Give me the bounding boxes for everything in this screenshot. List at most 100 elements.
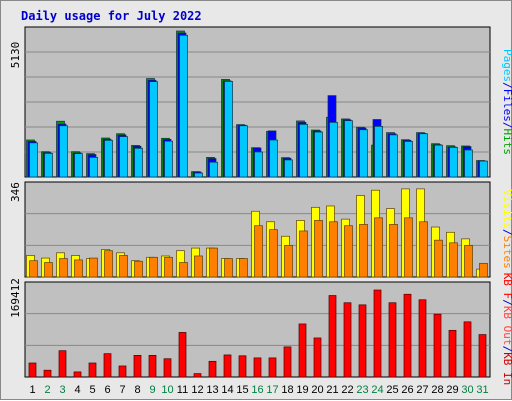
bar-pages-day-6 (104, 139, 113, 178)
bar-sites-day-17 (269, 229, 278, 278)
bar-pages-day-1 (29, 142, 38, 178)
x-tick-label-day-22: 22 (341, 384, 353, 396)
bar-kbf-day-27 (418, 299, 427, 378)
bar-sites-day-13 (209, 247, 218, 278)
x-tick-label-day-5: 5 (89, 384, 95, 396)
bar-kbf-day-28 (433, 313, 442, 378)
bar-sites-day-27 (419, 221, 428, 278)
bar-kbf-day-4 (73, 371, 82, 378)
x-tick-label-day-25: 25 (386, 384, 398, 396)
bar-sites-day-10 (164, 256, 173, 278)
x-tick-label-day-28: 28 (431, 384, 443, 396)
bar-kbf-day-31 (478, 334, 487, 378)
x-tick-label-day-20: 20 (311, 384, 323, 396)
legend-item: KB F (501, 273, 512, 300)
x-tick-label-day-11: 11 (177, 384, 188, 396)
x-tick-label-day-4: 4 (74, 384, 80, 396)
bar-kbf-day-11 (178, 332, 187, 378)
bar-pages-day-9 (149, 81, 158, 178)
bar-kbf-day-25 (388, 302, 397, 378)
legend-item: Pages (501, 49, 512, 82)
x-tick-label-day-13: 13 (206, 384, 218, 396)
bar-pages-day-16 (254, 151, 263, 178)
x-tick-label-day-1: 1 (29, 384, 35, 396)
bar-pages-day-12 (194, 172, 203, 178)
panel-2-ymax-label: 346 (9, 182, 22, 202)
bar-pages-day-14 (224, 81, 233, 178)
bar-sites-day-26 (404, 217, 413, 278)
bar-kbf-day-19 (298, 323, 307, 378)
panel-2-legend: Visits/Sites (501, 189, 512, 269)
x-tick-label-day-17: 17 (266, 384, 278, 396)
x-tick-label-day-24: 24 (371, 384, 383, 396)
bar-pages-day-17 (269, 139, 278, 178)
bar-kbf-day-1 (28, 362, 37, 378)
panel-1-ymax-label: 5130 (9, 42, 22, 69)
legend-item: Hits (501, 129, 512, 156)
x-tick-label-day-29: 29 (446, 384, 458, 396)
legend-item: / (501, 122, 512, 129)
bar-kbf-day-20 (313, 337, 322, 378)
legend-item: / (501, 82, 512, 89)
bar-sites-day-1 (29, 260, 38, 278)
bar-kbf-day-16 (253, 357, 262, 378)
bar-pages-day-15 (239, 125, 248, 178)
bar-pages-day-7 (119, 136, 128, 178)
bar-kbf-day-2 (43, 369, 52, 378)
x-tick-label-day-12: 12 (191, 384, 203, 396)
legend-item: KB In (501, 352, 512, 385)
bar-pages-day-13 (209, 161, 218, 178)
bar-sites-day-7 (119, 255, 128, 278)
x-tick-label-day-3: 3 (59, 384, 65, 396)
bar-kbf-day-22 (343, 302, 352, 378)
bar-sites-day-4 (74, 259, 83, 278)
legend-item: KB Out (501, 306, 512, 346)
legend-item: / (501, 346, 512, 353)
x-tick-label-day-27: 27 (416, 384, 428, 396)
chart-title: Daily usage for July 2022 (21, 9, 202, 23)
bar-sites-day-16 (254, 225, 263, 278)
legend-item: Sites (501, 236, 512, 269)
bar-kbf-day-12 (193, 373, 202, 378)
bar-sites-day-5 (89, 257, 98, 278)
bar-kbf-day-21 (328, 295, 337, 378)
bar-kbf-day-23 (358, 304, 367, 378)
bar-pages-day-28 (434, 144, 443, 178)
bar-pages-day-8 (134, 147, 143, 178)
bar-sites-day-9 (149, 256, 158, 278)
x-tick-label-day-26: 26 (401, 384, 413, 396)
x-tick-label-day-30: 30 (461, 384, 473, 396)
bar-sites-day-25 (389, 224, 398, 278)
x-tick-label-day-31: 31 (476, 384, 488, 396)
x-tick-label-day-15: 15 (236, 384, 248, 396)
bar-sites-day-31 (479, 262, 488, 278)
bar-sites-day-18 (284, 245, 293, 278)
x-tick-label-day-2: 2 (44, 384, 50, 396)
bar-pages-day-29 (449, 147, 458, 178)
bar-pages-day-27 (419, 133, 428, 178)
bar-sites-day-20 (314, 220, 323, 278)
panel-3-ymax-label: 169412 (9, 278, 22, 318)
bar-sites-day-6 (104, 250, 113, 278)
bar-pages-day-18 (284, 159, 293, 178)
bar-kbf-day-26 (403, 293, 412, 378)
bar-kbf-day-5 (88, 362, 97, 378)
bar-sites-day-11 (179, 262, 188, 278)
bar-kbf-day-29 (448, 329, 457, 378)
bar-sites-day-30 (464, 245, 473, 278)
bar-kbf-day-6 (103, 353, 112, 378)
bar-kbf-day-3 (58, 350, 67, 378)
bar-pages-day-5 (89, 157, 98, 178)
bar-sites-day-21 (329, 221, 338, 278)
panel-3-legend: KB F/KB Out/KB In (501, 273, 512, 386)
bar-pages-day-19 (299, 123, 308, 178)
x-tick-label-day-9: 9 (149, 384, 155, 396)
bar-kbf-day-10 (163, 358, 172, 378)
legend-item: / (501, 229, 512, 236)
bar-pages-day-26 (404, 141, 413, 178)
bar-pages-day-2 (44, 153, 53, 178)
bar-sites-day-15 (239, 258, 248, 278)
bar-pages-day-25 (389, 134, 398, 178)
bar-pages-day-21 (329, 122, 338, 178)
